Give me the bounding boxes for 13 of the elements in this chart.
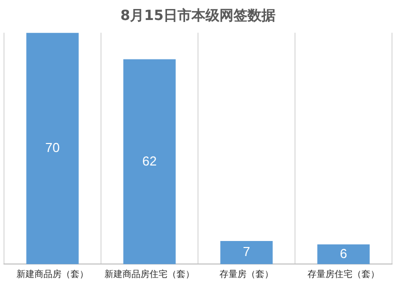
data-label: 6 — [340, 246, 348, 261]
bar — [317, 244, 370, 264]
x-tick-label: 新建商品房（套） — [16, 268, 88, 280]
x-tick-label: 存量房（套） — [220, 268, 274, 280]
data-label: 70 — [45, 140, 60, 156]
chart-title: 8月15日市本级网签数据 — [120, 7, 276, 24]
data-label: 62 — [142, 153, 157, 168]
data-label: 7 — [242, 244, 250, 260]
bar — [220, 241, 273, 264]
x-tick-label: 存量房住宅（套） — [308, 268, 380, 280]
x-tick-label: 新建商品房住宅（套） — [104, 268, 194, 280]
bar — [26, 32, 79, 264]
bar — [123, 59, 176, 264]
